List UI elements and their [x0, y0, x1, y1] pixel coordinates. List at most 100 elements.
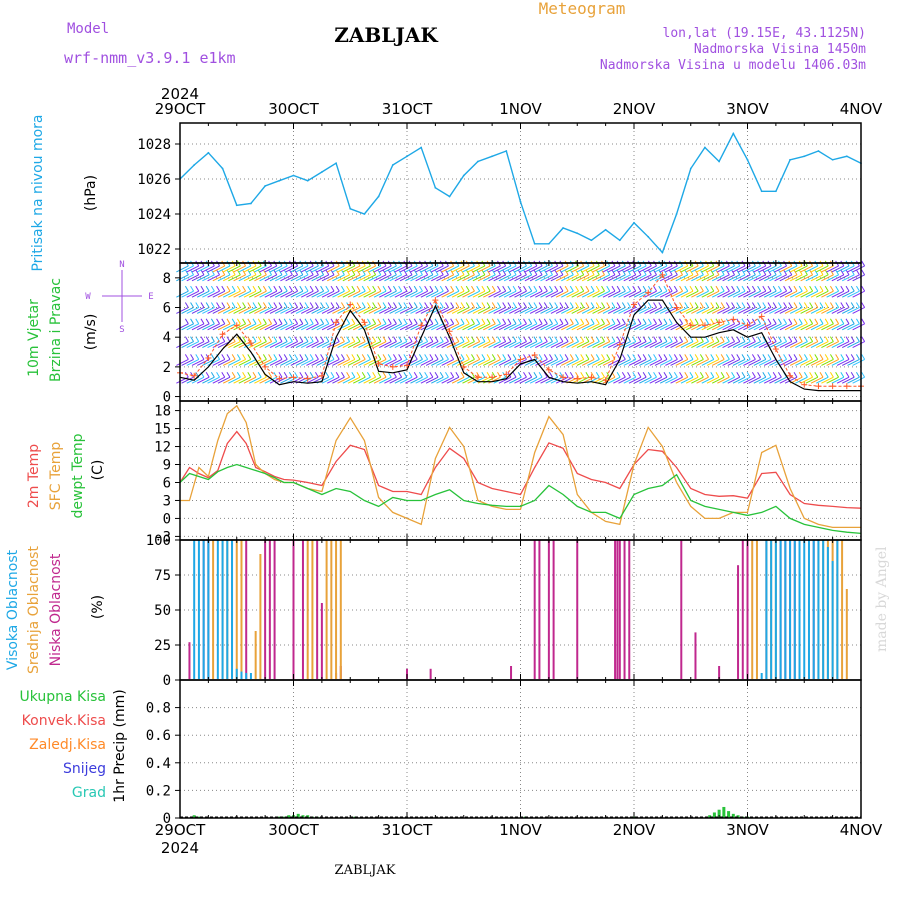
y-tick-label: 15 — [154, 422, 171, 438]
pressure-point — [760, 190, 763, 193]
wind-barb — [498, 265, 512, 273]
wind-barb — [379, 307, 392, 314]
wind-barb — [772, 302, 777, 308]
wind-barb — [285, 307, 298, 314]
wind-barb — [694, 285, 699, 292]
wind-barb — [254, 265, 267, 273]
y-tick-label: 4 — [163, 330, 171, 346]
wind-barb — [595, 285, 600, 292]
wind-barb — [268, 302, 273, 308]
wind-barb — [741, 354, 746, 360]
wind-barb — [387, 354, 392, 360]
wind-barb — [637, 285, 642, 292]
wind-barb — [342, 376, 356, 384]
wind-barb — [306, 341, 319, 349]
wind-barb — [621, 285, 626, 292]
wind-barb — [477, 307, 491, 314]
cloud-axis-title-1: Srednja Oblacnost — [26, 546, 42, 674]
wind-barb — [285, 274, 298, 282]
wind-barb — [379, 323, 392, 331]
wind-barb — [465, 354, 470, 360]
wind-barb — [233, 323, 246, 331]
wind-barb — [821, 376, 834, 384]
wind-barb — [835, 371, 840, 378]
wind-barb — [368, 265, 382, 273]
wind-barb — [205, 318, 210, 325]
wind-barb — [540, 265, 553, 273]
wind-barb — [290, 323, 304, 331]
wind-barb — [367, 302, 371, 308]
wind-barb — [311, 341, 324, 349]
wind-barb — [471, 354, 475, 360]
cloud-bar — [320, 603, 323, 679]
wind-barb — [176, 307, 189, 314]
wind-barb — [758, 307, 772, 314]
wind-barb — [587, 323, 600, 331]
wind-barb — [533, 302, 538, 308]
wind-barb — [226, 336, 231, 342]
wind-barb — [852, 341, 865, 349]
wind-barb — [540, 358, 553, 366]
wind-barb — [264, 341, 278, 349]
wind-barb — [632, 285, 637, 292]
wind-barb — [361, 371, 366, 378]
wind-barb — [316, 307, 330, 314]
wind-barb — [696, 274, 709, 282]
wind-barb — [446, 265, 460, 273]
cloud-bar — [779, 540, 782, 679]
wind-barb — [673, 269, 678, 276]
wind-barb — [696, 265, 709, 273]
wind-barb — [727, 307, 741, 314]
pressure-point — [406, 155, 408, 158]
wind-barb — [457, 358, 470, 366]
wind-barb — [545, 274, 558, 282]
wind-barb — [668, 302, 673, 308]
wind-barb — [852, 307, 865, 314]
wind-barb — [554, 302, 559, 308]
wind-barb — [613, 274, 626, 282]
wind-barb — [420, 307, 434, 314]
wind-barb — [616, 285, 621, 292]
wind-barb — [243, 376, 257, 384]
wind-barb — [420, 265, 434, 273]
wind-barb — [519, 376, 532, 384]
wind-barb — [689, 371, 694, 378]
wind-barb — [779, 341, 793, 349]
wind-barb — [642, 269, 647, 276]
wind-unit: (m/s) — [83, 314, 99, 351]
pressure-point — [647, 235, 650, 238]
cloud-bar — [259, 554, 262, 679]
wind-barb — [675, 341, 688, 349]
wind-barb — [304, 269, 309, 276]
wind-barb — [429, 371, 434, 378]
wind-barb — [732, 290, 746, 298]
wind-barb — [835, 354, 840, 360]
wind-barb — [242, 269, 247, 276]
wind-barb — [285, 358, 298, 366]
wind-barb — [829, 318, 834, 325]
y-tick-label: 0 — [163, 811, 171, 827]
wind-barb — [644, 323, 657, 331]
model-label: Model — [67, 21, 109, 37]
wind-barb — [446, 290, 460, 298]
wind-barb — [826, 323, 839, 331]
compass-east: E — [148, 292, 153, 302]
wind-barb — [316, 341, 330, 349]
wind-barb — [356, 302, 361, 308]
wind-barb — [309, 371, 314, 378]
wind-barb — [746, 269, 751, 276]
wind-barb — [706, 376, 720, 384]
wind-barb — [633, 323, 647, 331]
wind-barb — [217, 376, 231, 384]
wind-barb — [212, 290, 226, 298]
wind-barb — [623, 341, 636, 349]
wind-barb — [477, 265, 491, 273]
wind-barb — [800, 265, 813, 273]
bottom-date-label: 30OCT — [268, 821, 319, 839]
wind-barb — [613, 290, 626, 298]
wind-barb — [195, 318, 200, 325]
wind-barb — [783, 285, 788, 292]
wind-barb — [587, 274, 600, 282]
wind-barb — [367, 354, 371, 360]
wind-barb — [299, 354, 304, 360]
